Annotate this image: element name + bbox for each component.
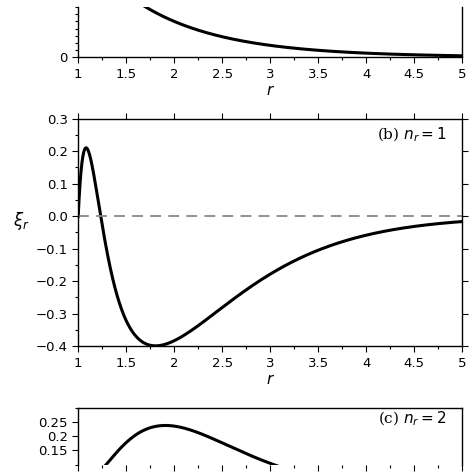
X-axis label: $r$: $r$ (265, 373, 275, 387)
Y-axis label: $\xi_r$: $\xi_r$ (13, 210, 30, 232)
Text: (b) $n_r = 1$: (b) $n_r = 1$ (377, 126, 447, 144)
X-axis label: $r$: $r$ (265, 83, 275, 99)
Text: (c) $n_r = 2$: (c) $n_r = 2$ (378, 410, 447, 428)
